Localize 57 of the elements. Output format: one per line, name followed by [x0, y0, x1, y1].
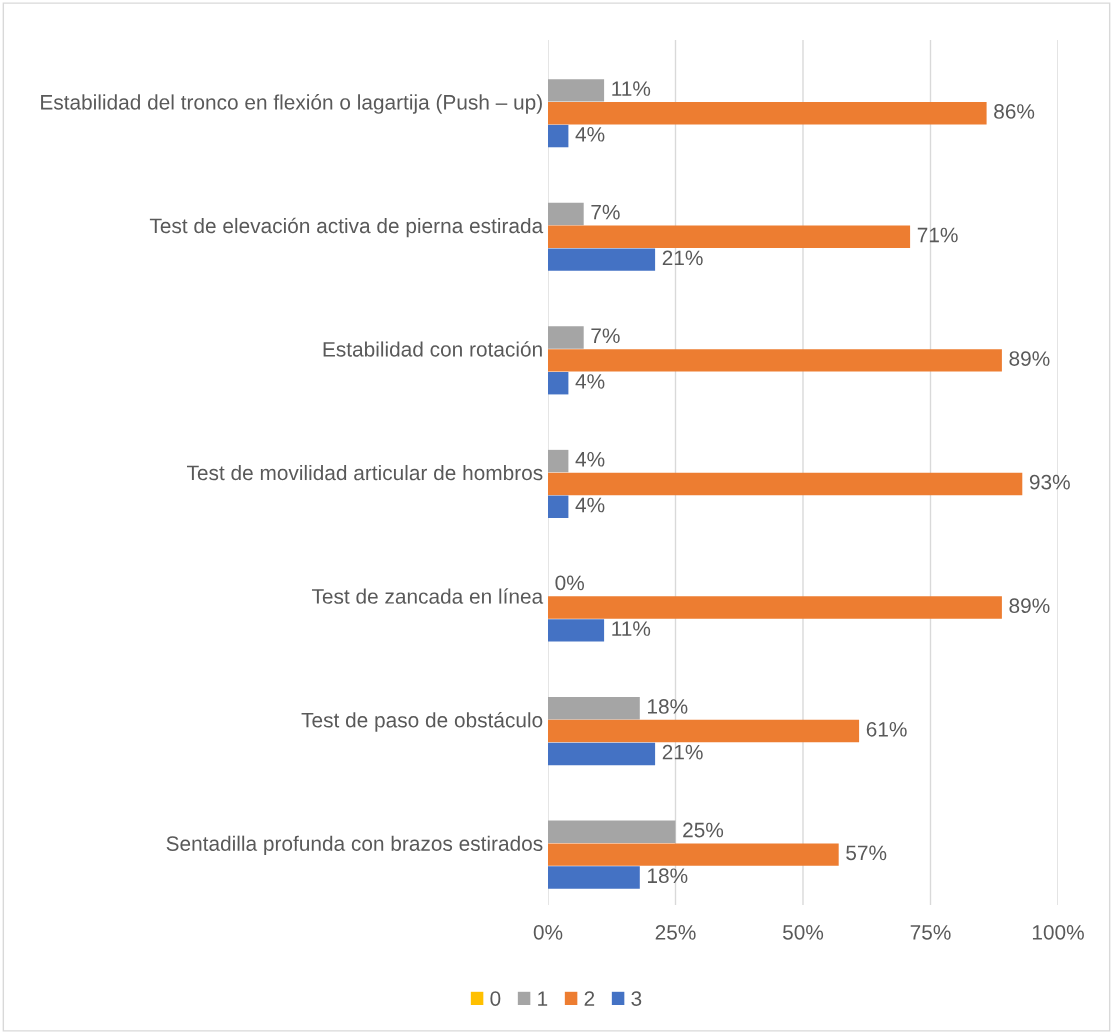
- bar: [548, 619, 605, 642]
- bar: [548, 349, 1002, 372]
- data-label: 86%: [994, 104, 1035, 119]
- y-tick-label: Test de elevación activa de pierna estirada: [149, 217, 544, 238]
- data-label: 21%: [662, 744, 703, 760]
- data-label: 18%: [648, 699, 688, 714]
- legend-label: 2: [584, 991, 595, 1006]
- legend-label: 3: [631, 991, 642, 1006]
- data-label: 11%: [612, 81, 651, 96]
- data-label: 0%: [555, 575, 584, 591]
- data-label: 11%: [612, 621, 651, 636]
- data-label: 4%: [575, 452, 605, 467]
- y-tick-label: Estabilidad del tronco en flexión o lagartija (Push – up): [41, 94, 542, 114]
- data-label: 4%: [575, 374, 605, 389]
- legend-label: 0: [490, 991, 501, 1006]
- bar: [548, 719, 860, 743]
- bar: [548, 225, 911, 248]
- bar: [548, 472, 1023, 496]
- data-label: 7%: [591, 204, 620, 220]
- data-label: 4%: [575, 127, 605, 142]
- data-label: 89%: [1009, 351, 1050, 366]
- x-tick-label: 75%: [910, 925, 951, 940]
- x-tick-label: 25%: [655, 924, 696, 940]
- y-tick-label: Test de zancada en línea: [311, 588, 544, 604]
- x-tick-label: 0%: [533, 924, 563, 940]
- bar: [548, 372, 569, 395]
- bar: [548, 742, 656, 766]
- bar: [548, 820, 676, 843]
- data-label: 18%: [648, 868, 688, 884]
- x-tick-label: 50%: [782, 924, 824, 940]
- bar: [548, 79, 605, 102]
- data-label: 71%: [917, 227, 958, 243]
- y-tick-label: Test de paso de obstáculo: [301, 711, 543, 732]
- bar: [548, 596, 1002, 619]
- data-label: 93%: [1029, 474, 1070, 490]
- bar: [548, 248, 656, 271]
- data-label: 4%: [575, 497, 605, 513]
- data-label: 89%: [1009, 598, 1050, 614]
- bar: [548, 326, 584, 349]
- y-tick-label: Estabilidad con rotación: [323, 341, 542, 357]
- data-label: 25%: [683, 822, 724, 838]
- bar: [548, 843, 839, 866]
- legend-label: 1: [538, 991, 548, 1006]
- bar: [548, 866, 640, 889]
- bar: [548, 697, 640, 720]
- y-tick-label: Sentadilla profunda con brazos estirados: [166, 835, 543, 856]
- bar: [548, 202, 584, 226]
- data-label: 57%: [846, 845, 887, 861]
- bar: [548, 495, 569, 518]
- bar: [548, 124, 569, 148]
- x-tick-label: 100%: [1032, 924, 1084, 940]
- y-tick-label: Test de movilidad articular de hombros: [186, 464, 543, 481]
- data-label: 7%: [591, 328, 620, 344]
- data-label: 21%: [662, 250, 703, 266]
- bar: [548, 449, 569, 473]
- data-label: 61%: [866, 721, 907, 737]
- bar: [548, 102, 987, 125]
